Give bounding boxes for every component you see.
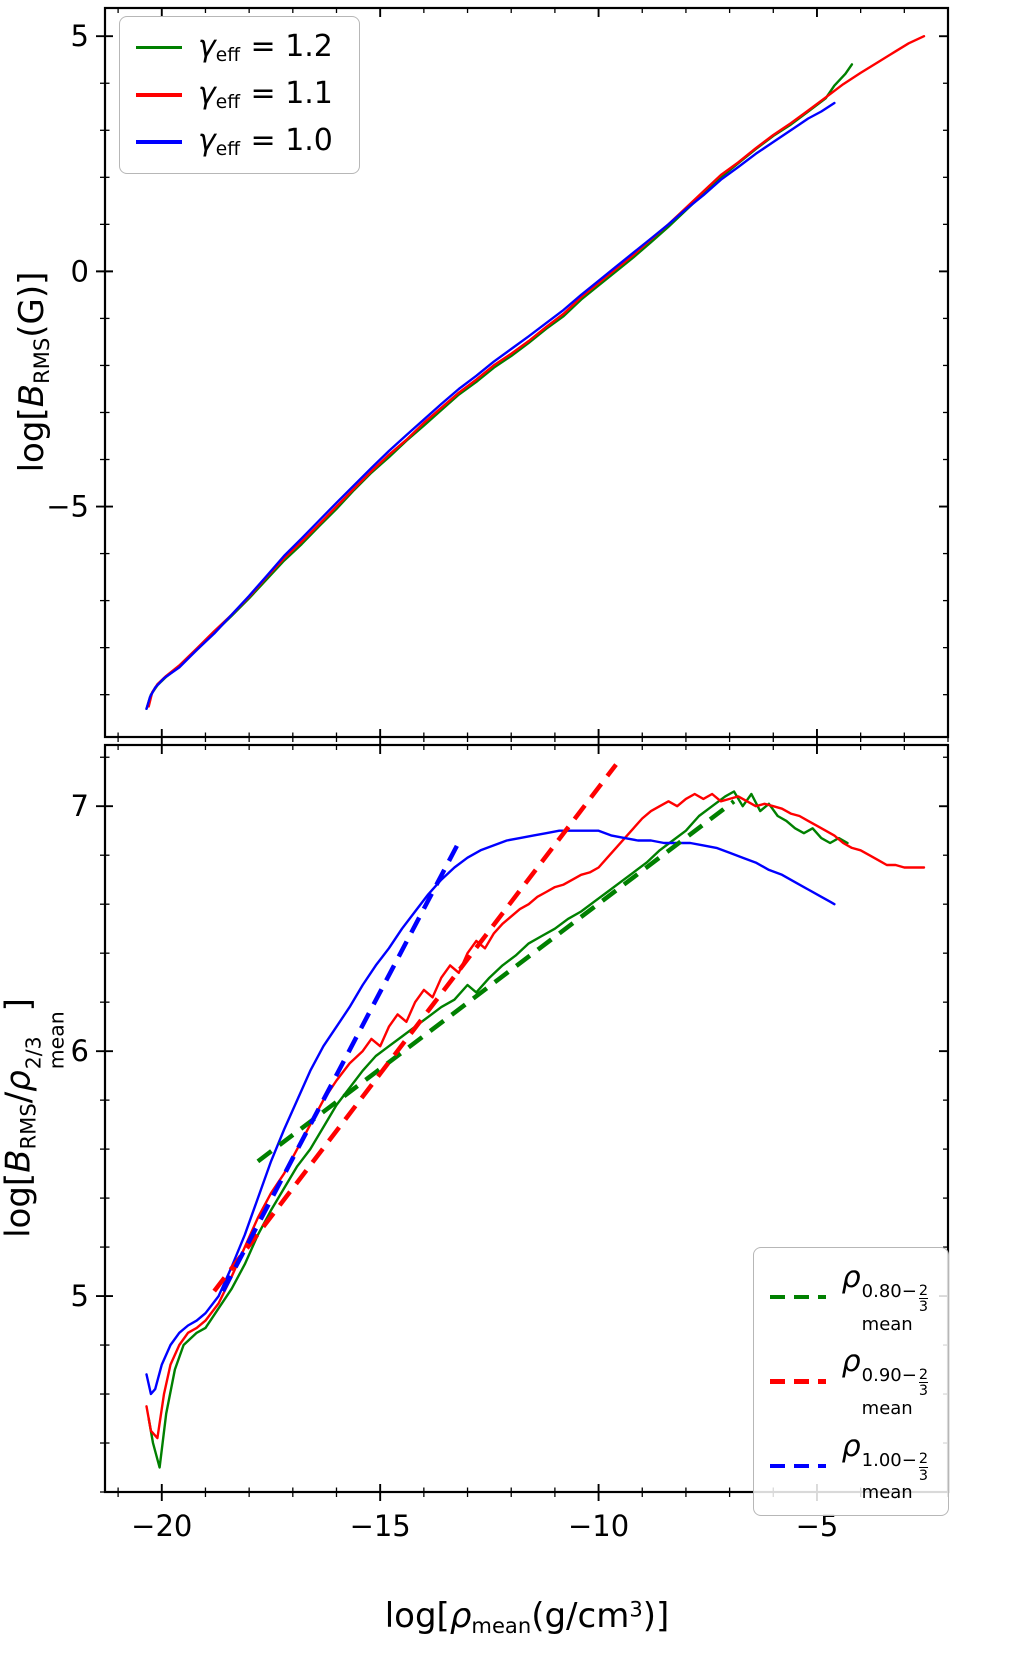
legend-powerlaw: ρ 0.80− 2 3 mean ρ 0.90− 2 3 mean ρ 1.00− 2 3 mean — [752, 1247, 949, 1517]
legend-item-gamma-1-0: γeff = 1.0 — [136, 123, 333, 161]
frac-num: 2 — [918, 1367, 928, 1384]
legend-label-gamma-1-0: γeff = 1.0 — [198, 123, 333, 160]
rho-exp-pre: 0.90− — [861, 1365, 917, 1387]
bottom-ylabel-subsup: 2/3 mean — [21, 1011, 69, 1070]
xlabel-sub: mean — [471, 1612, 532, 1638]
gamma-value: = 1.2 — [250, 29, 333, 64]
legend-label-fit-090: ρ 0.90− 2 3 mean — [842, 1344, 928, 1418]
legend-label-gamma-1-2: γeff = 1.2 — [198, 29, 333, 66]
frac-den: 3 — [918, 1382, 928, 1400]
svg-text:5: 5 — [71, 1279, 89, 1313]
legend-dash-green — [769, 1294, 826, 1300]
legend-gamma: γeff = 1.2 γeff = 1.1 γeff = 1.0 — [119, 16, 360, 174]
gamma-sub: eff — [215, 45, 241, 67]
top-ylabel-pre: log[ — [12, 407, 53, 473]
legend-item-fit-090: ρ 0.90− 2 3 mean — [769, 1344, 928, 1418]
rho-subsup: 0.90− 2 3 mean — [862, 1366, 928, 1418]
rho-sub: mean — [861, 1482, 913, 1504]
xlabel-sup: 3 — [629, 1596, 643, 1622]
rho-subsup: 1.00− 2 3 mean — [861, 1449, 928, 1504]
rho-symbol: ρ — [841, 1344, 861, 1380]
xlabel-mid: (g/cm — [531, 1596, 630, 1636]
svg-text:5: 5 — [71, 19, 89, 53]
legend-line-blue — [136, 140, 182, 144]
bottom-ylabel-rho: ρ — [0, 1070, 39, 1092]
rho-subsup: 0.80− 2 3 mean — [861, 1280, 928, 1335]
legend-item-fit-080: ρ 0.80− 2 3 mean — [769, 1260, 928, 1334]
bottom-y-axis-label: log[BRMS/ρ 2/3 mean] — [0, 998, 68, 1238]
legend-label-gamma-1-1: γeff = 1.1 — [198, 76, 333, 113]
legend-line-red — [136, 93, 182, 97]
svg-text:−10: −10 — [568, 1509, 629, 1543]
bottom-ylabel-post: ] — [0, 998, 39, 1012]
x-axis-label: log[ρmean(g/cm3)] — [385, 1596, 670, 1638]
bottom-ylabel-rsup: 2/3 — [21, 1036, 46, 1070]
legend-line-green — [136, 45, 182, 50]
gamma-sub: eff — [215, 92, 241, 114]
bottom-ylabel-B: B — [0, 1149, 39, 1173]
svg-text:−5: −5 — [46, 490, 89, 524]
rho-exponent: 0.90− 2 3 — [862, 1366, 928, 1399]
rho-symbol: ρ — [841, 1260, 861, 1295]
rho-sub: mean — [861, 1397, 913, 1419]
gamma-symbol: γ — [198, 29, 216, 64]
top-ylabel-sub: RMS — [28, 337, 54, 384]
frac-num: 2 — [918, 1282, 928, 1299]
svg-text:−20: −20 — [131, 1509, 192, 1543]
rho-exp-pre: 0.80− — [861, 1280, 917, 1302]
legend-item-gamma-1-2: γeff = 1.2 — [136, 29, 333, 66]
gamma-value: = 1.0 — [250, 123, 333, 159]
rho-exponent: 1.00− 2 3 — [861, 1449, 928, 1484]
bottom-ylabel-bsub: RMS — [15, 1103, 41, 1150]
top-ylabel-post: (G)] — [12, 271, 53, 338]
xlabel-pre: log[ — [384, 1596, 450, 1636]
bottom-ylabel-pre: log[ — [0, 1172, 39, 1238]
svg-text:−15: −15 — [350, 1509, 411, 1543]
gamma-symbol: γ — [198, 123, 216, 159]
top-y-axis-label: log[BRMS(G)] — [12, 272, 54, 473]
legend-label-fit-080: ρ 0.80− 2 3 mean — [842, 1260, 928, 1334]
gamma-symbol: γ — [198, 76, 216, 112]
xlabel-post: )] — [642, 1596, 670, 1636]
svg-text:0: 0 — [71, 254, 89, 288]
frac-num: 2 — [918, 1451, 928, 1468]
top-ylabel-B: B — [12, 383, 53, 408]
svg-text:6: 6 — [71, 1034, 89, 1068]
legend-item-fit-100: ρ 1.00− 2 3 mean — [769, 1429, 928, 1503]
gamma-value: = 1.1 — [250, 76, 333, 112]
rho-sub: mean — [861, 1313, 913, 1335]
xlabel-rho: ρ — [449, 1596, 472, 1636]
rho-exponent: 0.80− 2 3 — [861, 1280, 928, 1316]
gamma-sub: eff — [215, 139, 241, 161]
legend-label-fit-100: ρ 1.00− 2 3 mean — [842, 1429, 928, 1503]
bottom-ylabel-slash: / — [0, 1091, 39, 1104]
rho-exp-pre: 1.00− — [861, 1449, 917, 1471]
frac-den: 3 — [918, 1298, 928, 1316]
legend-dash-blue — [769, 1463, 826, 1469]
rho-symbol: ρ — [841, 1428, 861, 1464]
frac-den: 3 — [918, 1466, 928, 1484]
svg-text:7: 7 — [71, 789, 89, 823]
legend-item-gamma-1-1: γeff = 1.1 — [136, 76, 333, 113]
bottom-ylabel-rsub: mean — [44, 1011, 69, 1070]
legend-dash-red — [769, 1379, 826, 1384]
